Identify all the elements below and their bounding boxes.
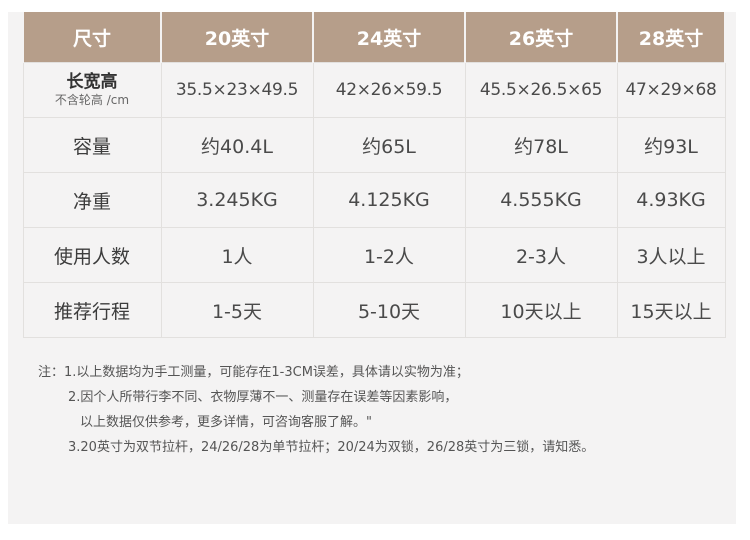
dimensions-sublabel: 不含轮高 /cm bbox=[54, 93, 130, 107]
header-row: 尺寸 20英寸 24英寸 26英寸 28英寸 bbox=[22, 12, 726, 63]
cell-capacity-20: 约40.4L bbox=[160, 117, 314, 173]
table-row-weight: 净重 3.245KG 4.125KG 4.555KG 4.93KG bbox=[22, 172, 726, 228]
cell-trip-20: 1-5天 bbox=[160, 282, 314, 338]
cell-capacity-28: 约93L bbox=[616, 117, 726, 173]
header-20in: 20英寸 bbox=[160, 12, 314, 63]
cell-dimensions-26: 45.5×26.5×65 bbox=[464, 62, 618, 118]
cell-capacity-24: 约65L bbox=[312, 117, 466, 173]
cell-weight-20: 3.245KG bbox=[160, 172, 314, 228]
header-24in: 24英寸 bbox=[312, 12, 466, 63]
note-line-3: 以上数据仅供参考，更多详情，可咨询客服了解。" bbox=[80, 415, 372, 430]
row-label-users: 使用人数 bbox=[22, 227, 162, 283]
size-spec-table: 尺寸 20英寸 24英寸 26英寸 28英寸 长宽高 不含轮高 /cm 35.5… bbox=[22, 12, 726, 338]
table-row-users: 使用人数 1人 1-2人 2-3人 3人以上 bbox=[22, 227, 726, 283]
cell-users-20: 1人 bbox=[160, 227, 314, 283]
cell-dimensions-28: 47×29×68 bbox=[616, 62, 726, 118]
cell-trip-26: 10天以上 bbox=[464, 282, 618, 338]
header-size: 尺寸 bbox=[22, 12, 162, 63]
dimensions-label: 长宽高 bbox=[66, 72, 118, 92]
cell-trip-24: 5-10天 bbox=[312, 282, 466, 338]
cell-dimensions-24: 42×26×59.5 bbox=[312, 62, 466, 118]
row-label-dimensions: 长宽高 不含轮高 /cm bbox=[22, 62, 162, 118]
row-label-weight: 净重 bbox=[22, 172, 162, 228]
row-label-trip: 推荐行程 bbox=[22, 282, 162, 338]
header-28in: 28英寸 bbox=[616, 12, 726, 63]
cell-users-24: 1-2人 bbox=[312, 227, 466, 283]
cell-capacity-26: 约78L bbox=[464, 117, 618, 173]
cell-weight-26: 4.555KG bbox=[464, 172, 618, 228]
spec-panel: 尺寸 20英寸 24英寸 26英寸 28英寸 长宽高 不含轮高 /cm 35.5… bbox=[8, 12, 736, 524]
cell-users-28: 3人以上 bbox=[616, 227, 726, 283]
cell-dimensions-20: 35.5×23×49.5 bbox=[160, 62, 314, 118]
row-label-capacity: 容量 bbox=[22, 117, 162, 173]
cell-users-26: 2-3人 bbox=[464, 227, 618, 283]
note-line-4: 3.20英寸为双节拉杆，24/26/28为单节拉杆；20/24为双锁，26/28… bbox=[68, 440, 595, 455]
header-26in: 26英寸 bbox=[464, 12, 618, 63]
cell-weight-28: 4.93KG bbox=[616, 172, 726, 228]
note-line-1: 注：1.以上数据均为手工测量，可能存在1-3CM误差，具体请以实物为准； bbox=[38, 365, 469, 380]
cell-trip-28: 15天以上 bbox=[616, 282, 726, 338]
notes-section: 注：1.以上数据均为手工测量，可能存在1-3CM误差，具体请以实物为准； 2.因… bbox=[38, 360, 728, 460]
cell-weight-24: 4.125KG bbox=[312, 172, 466, 228]
note-line-2: 2.因个人所带行李不同、衣物厚薄不一、测量存在误差等因素影响， bbox=[68, 390, 458, 405]
table-row-dimensions: 长宽高 不含轮高 /cm 35.5×23×49.5 42×26×59.5 45.… bbox=[22, 62, 726, 118]
table-row-capacity: 容量 约40.4L 约65L 约78L 约93L bbox=[22, 117, 726, 173]
table-row-trip: 推荐行程 1-5天 5-10天 10天以上 15天以上 bbox=[22, 282, 726, 338]
